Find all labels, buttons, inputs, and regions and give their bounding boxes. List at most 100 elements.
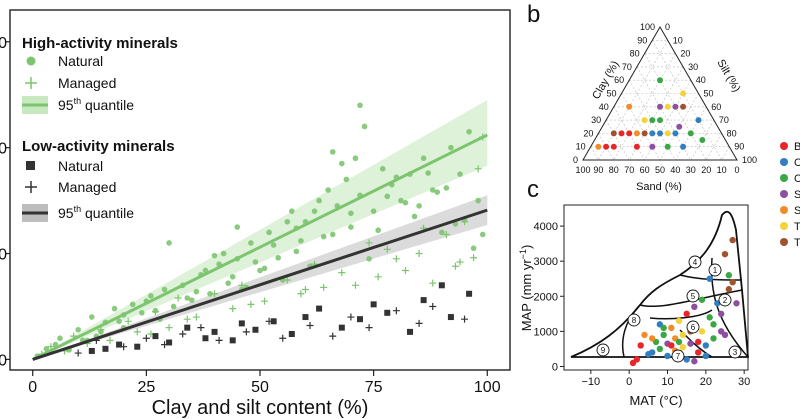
climate-point — [683, 310, 690, 318]
ternary-point — [610, 143, 617, 150]
y-tick-label: 0 — [0, 352, 7, 369]
data-point-high-managed — [211, 290, 219, 298]
region-label: 9 — [601, 346, 606, 355]
ternary-grid-line — [621, 93, 661, 161]
climate-point — [641, 331, 648, 339]
data-point-low-managed — [365, 324, 373, 332]
data-point-high-natural — [166, 240, 172, 246]
ternary-point — [687, 130, 694, 137]
data-point-low-managed — [161, 341, 169, 349]
region-label-circle — [671, 349, 685, 363]
climate-point — [717, 310, 725, 318]
region-label: 4 — [693, 258, 698, 267]
data-point-high-natural — [352, 155, 359, 162]
panel-c-ticks: −10 0 10 20 30 0 1000 2000 3000 4000 — [534, 221, 751, 388]
data-point-low-natural — [316, 305, 323, 312]
data-point-low-natural — [288, 331, 295, 337]
x-tick-label: 50 — [251, 379, 269, 396]
data-point-high-managed — [442, 230, 450, 238]
data-point-high-natural — [402, 199, 409, 206]
data-point-high-natural — [289, 208, 295, 214]
ternary-clay-tick: 40 — [599, 102, 609, 112]
data-point-low-managed — [329, 332, 337, 340]
ternary-point — [649, 143, 656, 150]
data-point-high-natural — [320, 233, 327, 240]
data-point-high-natural — [479, 231, 486, 238]
data-point-high-managed — [351, 281, 359, 289]
ternary-sand-tick: 40 — [670, 165, 680, 175]
region-label: 2 — [723, 296, 728, 305]
climate-point — [648, 335, 656, 342]
data-point-high-managed — [383, 245, 391, 253]
panel-c-region-labels: 1 2 3 4 5 6 7 8 9 — [596, 255, 742, 363]
region-divider — [621, 304, 641, 358]
climate-point — [710, 321, 717, 328]
low-activity-confidence-band — [32, 195, 488, 360]
data-point-high-natural — [293, 248, 300, 255]
data-point-high-managed — [124, 317, 132, 325]
data-point-high-natural — [439, 229, 445, 236]
ternary-point — [657, 117, 663, 124]
region-label-circle — [718, 293, 732, 307]
data-point-low-managed — [429, 302, 437, 310]
data-point-high-natural — [261, 265, 268, 272]
climate-point — [706, 314, 713, 321]
legend-high-quantile-label: 95th quantile — [58, 96, 134, 113]
panel-c-x-tick-label: −10 — [581, 376, 600, 388]
ternary-point — [664, 130, 671, 137]
data-point-high-natural — [275, 254, 281, 261]
data-point-low-natural — [252, 326, 259, 333]
climate-point — [629, 359, 637, 367]
data-point-low-managed — [415, 319, 423, 327]
data-point-high-managed — [106, 336, 114, 344]
panel-c-legend-marker — [780, 158, 788, 166]
data-point-low-natural — [384, 309, 391, 316]
data-point-high-natural — [248, 240, 254, 246]
panel-c-legend-label: C — [794, 173, 800, 185]
data-point-low-natural — [166, 339, 173, 346]
ternary-point — [641, 117, 648, 124]
climate-point — [721, 250, 729, 258]
ternary-grid-line — [605, 119, 630, 161]
ternary-point — [626, 130, 633, 137]
data-point-low-managed — [215, 336, 223, 344]
climate-point — [664, 352, 671, 360]
data-point-high-managed — [474, 165, 482, 173]
data-point-low-natural — [88, 347, 95, 354]
region-label-circle — [728, 345, 742, 359]
legend-high-managed-marker — [25, 77, 37, 89]
data-point-high-managed — [301, 286, 309, 294]
climate-point — [725, 272, 733, 279]
data-point-high-managed — [456, 258, 464, 266]
high-activity-confidence-band — [32, 100, 488, 360]
data-point-low-natural — [302, 314, 309, 321]
data-point-high-managed — [229, 305, 237, 313]
data-point-high-natural — [398, 197, 404, 204]
legend-low-natural-label: Natural — [58, 158, 103, 174]
data-point-high-natural — [229, 274, 236, 280]
data-point-high-natural — [325, 187, 331, 193]
panel-c-climate-regions — [570, 210, 749, 358]
high-activity-quantile-line — [32, 133, 488, 361]
data-point-high-managed — [392, 255, 400, 263]
ternary-silt-label: Silt (%) — [714, 58, 742, 95]
data-point-low-natural — [116, 341, 123, 348]
data-point-high-natural — [416, 203, 422, 209]
x-tick-label: 75 — [365, 379, 383, 396]
legend-high-managed-label: Managed — [58, 75, 116, 91]
data-point-low-managed — [74, 349, 82, 357]
ternary-clay-tick: 50 — [606, 89, 616, 99]
x-tick-label: 100 — [474, 379, 501, 396]
data-point-high-natural — [252, 259, 259, 265]
data-point-high-natural — [184, 295, 191, 301]
ternary-silt-tick: 10 — [673, 35, 683, 45]
ternary-sand-tick: 100 — [575, 165, 590, 175]
legend-high-natural-marker — [26, 56, 36, 66]
data-point-low-managed — [179, 330, 187, 338]
ternary-grid-line — [705, 133, 722, 161]
ternary-clay-tick: 100 — [640, 22, 655, 32]
data-point-high-natural — [429, 187, 436, 193]
ternary-clay-tick: 20 — [583, 128, 593, 138]
